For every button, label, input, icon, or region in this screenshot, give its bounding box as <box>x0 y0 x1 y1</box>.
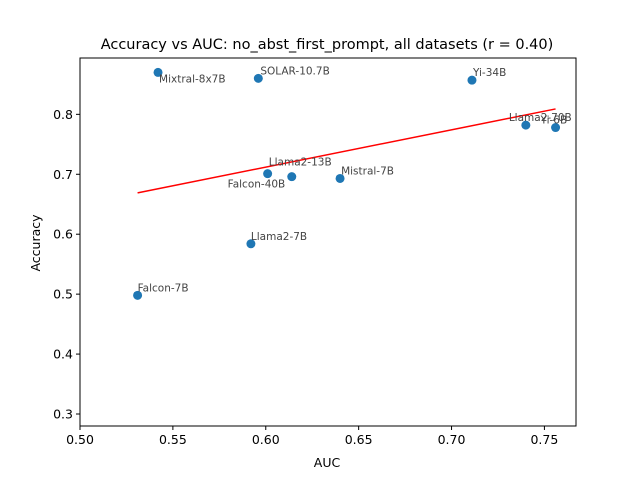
y-tick-label: 0.3 <box>53 407 73 422</box>
x-tick-label: 0.60 <box>252 432 280 447</box>
point-label: Falcon-40B <box>228 179 286 191</box>
y-tick-label: 0.5 <box>53 287 73 302</box>
data-point <box>521 120 531 130</box>
y-tick-label: 0.8 <box>53 107 73 122</box>
point-label: Falcon-7B <box>138 282 189 294</box>
x-tick-label: 0.65 <box>345 432 373 447</box>
x-tick-label: 0.50 <box>66 432 94 447</box>
data-point <box>551 123 561 133</box>
data-point <box>467 75 477 85</box>
data-point <box>263 169 273 179</box>
x-tick-label: 0.70 <box>438 432 466 447</box>
y-tick-label: 0.4 <box>53 347 73 362</box>
chart-title: Accuracy vs AUC: no_abst_first_prompt, a… <box>101 37 554 53</box>
point-label: Yi-6B <box>540 115 568 127</box>
data-point <box>133 290 143 300</box>
point-label: Mixtral-8x7B <box>159 73 226 85</box>
point-label: Llama2-7B <box>251 231 307 243</box>
y-tick-label: 0.6 <box>53 227 73 242</box>
data-point <box>335 173 345 183</box>
point-label: Llama2-13B <box>269 157 332 169</box>
point-label: SOLAR-10.7B <box>260 65 329 77</box>
x-axis-label: AUC <box>314 455 341 470</box>
axes-frame <box>79 57 577 427</box>
y-axis-label: Accuracy <box>28 214 43 272</box>
trend-line <box>137 108 556 194</box>
data-point <box>287 172 297 182</box>
data-point <box>246 239 256 249</box>
data-point <box>253 73 263 83</box>
data-point <box>153 67 163 77</box>
point-label: Llama2-70B <box>509 112 572 124</box>
y-tick-label: 0.7 <box>53 167 73 182</box>
x-tick-label: 0.55 <box>159 432 187 447</box>
point-label: Mistral-7B <box>341 165 394 177</box>
point-label: Yi-34B <box>472 67 506 79</box>
plot-area: 0.50 0.55 0.60 0.65 0.70 0.75 0.3 0.4 0.5 0.6 0.7 0… <box>53 57 577 447</box>
x-tick-label: 0.75 <box>530 432 558 447</box>
